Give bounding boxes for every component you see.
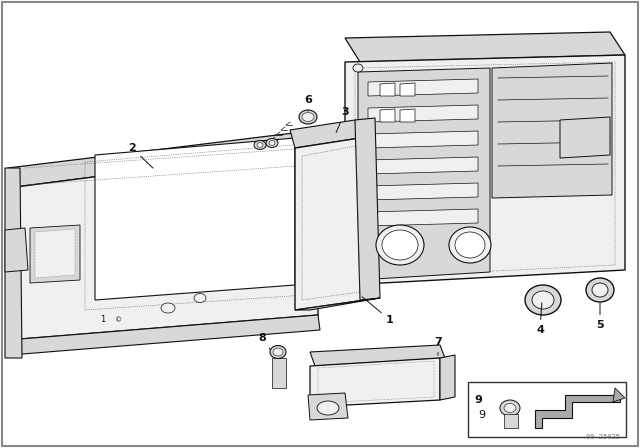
Ellipse shape (269, 141, 275, 146)
Text: 9: 9 (474, 395, 482, 405)
Ellipse shape (299, 110, 317, 124)
Ellipse shape (504, 404, 516, 413)
Text: 1: 1 (362, 297, 394, 325)
Ellipse shape (586, 278, 614, 302)
Polygon shape (504, 414, 518, 428)
Polygon shape (368, 105, 478, 122)
Polygon shape (290, 120, 360, 148)
Polygon shape (8, 130, 318, 188)
Bar (468, 382, 626, 437)
Polygon shape (355, 118, 380, 300)
Text: 4: 4 (536, 303, 544, 335)
Polygon shape (295, 298, 380, 310)
Polygon shape (368, 131, 478, 148)
Text: 1: 1 (100, 315, 105, 324)
Polygon shape (30, 225, 80, 283)
Text: 8: 8 (258, 333, 270, 350)
Ellipse shape (382, 230, 418, 260)
Polygon shape (5, 168, 22, 358)
Ellipse shape (194, 293, 206, 302)
Ellipse shape (302, 112, 314, 121)
Polygon shape (380, 109, 395, 122)
Ellipse shape (161, 303, 175, 313)
Ellipse shape (270, 345, 286, 358)
Text: 7: 7 (434, 337, 442, 355)
Ellipse shape (455, 232, 485, 258)
Ellipse shape (257, 142, 263, 147)
Polygon shape (345, 55, 625, 285)
Text: 3: 3 (336, 107, 349, 133)
Polygon shape (295, 138, 365, 310)
Ellipse shape (317, 401, 339, 415)
Polygon shape (310, 345, 445, 366)
Text: 2: 2 (128, 143, 153, 168)
Ellipse shape (592, 283, 608, 297)
Ellipse shape (273, 348, 283, 356)
Ellipse shape (449, 227, 491, 263)
Polygon shape (8, 148, 318, 340)
Polygon shape (355, 62, 615, 278)
Polygon shape (560, 117, 610, 158)
Ellipse shape (376, 225, 424, 265)
Text: 9: 9 (478, 410, 485, 420)
Polygon shape (368, 209, 478, 226)
Text: ©: © (115, 317, 122, 323)
Polygon shape (492, 63, 612, 198)
Polygon shape (380, 83, 395, 96)
Text: 00 25025: 00 25025 (586, 434, 620, 440)
Polygon shape (35, 229, 75, 278)
Ellipse shape (353, 64, 363, 72)
Polygon shape (368, 157, 478, 174)
Ellipse shape (500, 400, 520, 416)
Ellipse shape (254, 141, 266, 150)
Polygon shape (272, 358, 286, 388)
Ellipse shape (266, 138, 278, 147)
Text: 5: 5 (596, 303, 604, 330)
Ellipse shape (532, 291, 554, 309)
Ellipse shape (525, 285, 561, 315)
Polygon shape (310, 358, 440, 407)
Polygon shape (308, 393, 348, 420)
Polygon shape (95, 138, 295, 300)
Text: 6: 6 (304, 95, 312, 111)
Polygon shape (400, 83, 415, 96)
Polygon shape (345, 32, 625, 62)
Polygon shape (613, 388, 625, 402)
Polygon shape (368, 79, 478, 96)
Polygon shape (5, 228, 28, 272)
Polygon shape (368, 183, 478, 200)
Polygon shape (358, 68, 490, 280)
Polygon shape (8, 315, 320, 355)
Polygon shape (535, 395, 620, 428)
Polygon shape (400, 109, 415, 122)
Polygon shape (440, 355, 455, 400)
